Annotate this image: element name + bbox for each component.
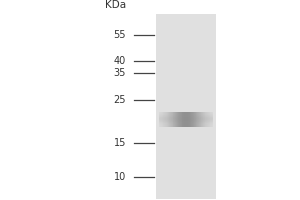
Text: 25: 25 (114, 95, 126, 105)
Bar (197, 112, 198, 127)
Bar (172, 112, 173, 127)
Bar (178, 112, 179, 127)
Bar (159, 114, 213, 115)
Bar (205, 112, 206, 127)
Bar (169, 112, 170, 127)
Bar (160, 112, 161, 127)
Bar (165, 112, 166, 127)
Bar (181, 112, 182, 127)
Bar (176, 112, 177, 127)
Bar (163, 112, 164, 127)
Bar (159, 117, 213, 118)
Bar (184, 112, 185, 127)
Bar (185, 112, 186, 127)
Bar (161, 112, 162, 127)
Text: 35: 35 (114, 68, 126, 78)
Bar (194, 112, 195, 127)
Bar (192, 112, 193, 127)
Bar (159, 126, 213, 127)
Bar (203, 112, 204, 127)
Bar (193, 112, 194, 127)
Bar (159, 125, 213, 126)
Bar (189, 112, 190, 127)
Text: 15: 15 (114, 138, 126, 148)
Bar (190, 112, 191, 127)
Bar (167, 112, 168, 127)
Bar (164, 112, 165, 127)
Bar (195, 112, 196, 127)
Bar (179, 112, 180, 127)
Bar (159, 124, 213, 125)
Bar (200, 112, 201, 127)
Text: 40: 40 (114, 56, 126, 66)
Bar (174, 112, 175, 127)
Bar (180, 112, 181, 127)
Bar (159, 118, 213, 119)
Bar (159, 112, 213, 113)
Bar (188, 112, 189, 127)
Bar (159, 120, 213, 121)
Bar (159, 121, 213, 122)
Bar (159, 119, 213, 120)
Bar (159, 113, 213, 114)
Bar (198, 112, 199, 127)
Bar (209, 112, 210, 127)
Bar (177, 112, 178, 127)
Bar (173, 112, 174, 127)
Bar (186, 112, 187, 127)
Bar (156, 14, 216, 199)
Bar (206, 112, 207, 127)
Bar (159, 112, 160, 127)
Bar (168, 112, 169, 127)
Bar (210, 112, 211, 127)
Text: 10: 10 (114, 172, 126, 182)
Bar (191, 112, 192, 127)
Bar (166, 112, 167, 127)
Text: 55: 55 (114, 30, 126, 40)
Bar (196, 112, 197, 127)
Bar (183, 112, 184, 127)
Bar (170, 112, 171, 127)
Bar (199, 112, 200, 127)
Bar (207, 112, 208, 127)
Bar (162, 112, 163, 127)
Bar (208, 112, 209, 127)
Bar (171, 112, 172, 127)
Bar (182, 112, 183, 127)
Bar (202, 112, 203, 127)
Bar (201, 112, 202, 127)
Bar (187, 112, 188, 127)
Bar (159, 123, 213, 124)
Bar (204, 112, 205, 127)
Bar (159, 122, 213, 123)
Bar (212, 112, 213, 127)
Bar (159, 116, 213, 117)
Bar (175, 112, 176, 127)
Bar (159, 115, 213, 116)
Text: KDa: KDa (105, 0, 126, 10)
